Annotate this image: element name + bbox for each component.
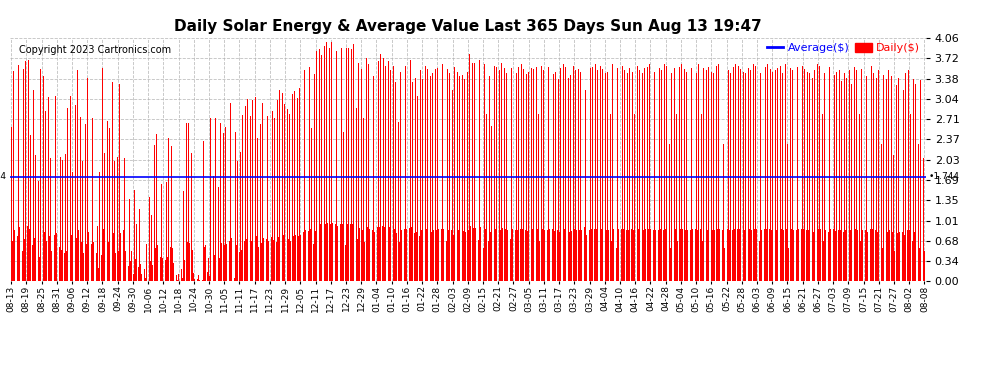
Text: •1.744: •1.744 xyxy=(929,172,959,181)
Title: Daily Solar Energy & Average Value Last 365 Days Sun Aug 13 19:47: Daily Solar Energy & Average Value Last … xyxy=(174,18,761,33)
Text: •1.744: •1.744 xyxy=(0,172,7,181)
Text: Copyright 2023 Cartronics.com: Copyright 2023 Cartronics.com xyxy=(19,45,171,55)
Legend: Average($), Daily($): Average($), Daily($) xyxy=(766,43,920,53)
